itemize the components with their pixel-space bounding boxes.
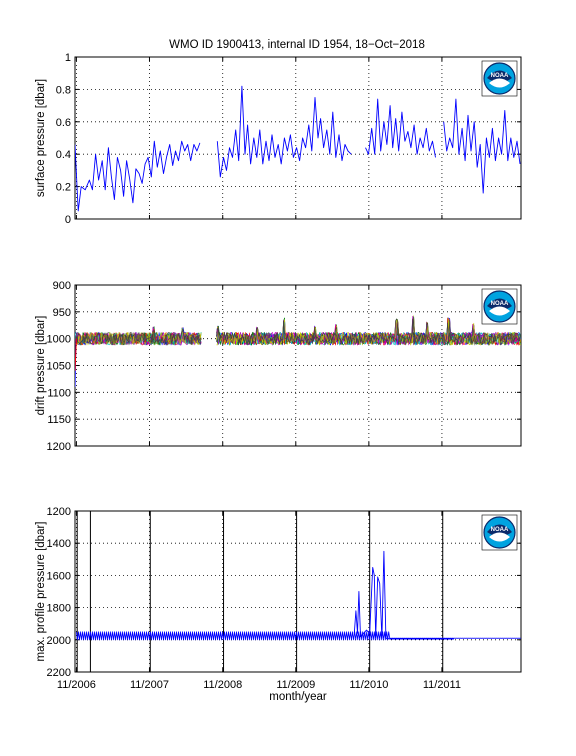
drift-series [75, 315, 521, 388]
y-tick-label: 1600 [47, 570, 71, 582]
drift-initial-spike [75, 338, 77, 371]
x-tick-label: 11/2011 [423, 679, 461, 691]
y-tick-label: 0 [65, 214, 71, 226]
x-axis-label: month/year [269, 691, 327, 703]
logo-wave [489, 78, 510, 88]
y-tick-label: 1150 [47, 414, 71, 426]
y-tick-label: 1800 [47, 603, 71, 615]
y-tick-label: 1050 [47, 361, 71, 373]
noaa-logo-icon: NOAA [481, 288, 518, 325]
y-tick-label: 0.4 [56, 149, 71, 161]
y-tick-label: 2200 [47, 667, 71, 679]
y-tick-label: 0.6 [56, 117, 71, 129]
noaa-logo-icon: NOAA [481, 60, 518, 97]
drift-trajectory [75, 328, 202, 346]
drift-pressure-panel: 900 950 1000 1050 1100 1150 1200 drift pressure… [35, 280, 522, 453]
y-tick-label: 1400 [47, 538, 71, 550]
y-axis-label: surface pressure [dbar] [35, 79, 47, 197]
axes-box [74, 284, 522, 447]
y-tick-label: 900 [53, 280, 71, 292]
logo-top [487, 298, 512, 311]
profile-excursion-line [353, 550, 454, 640]
surface-pressure-line [75, 140, 201, 212]
logo-top [487, 70, 512, 83]
axes-box [74, 56, 522, 220]
axes-box [74, 510, 522, 673]
y-axis-label: max. profile pressure [dbar] [35, 522, 47, 662]
x-tick-label: 11/2008 [203, 679, 242, 691]
y-tick-label: 0.2 [56, 182, 71, 194]
x-tick-label: 11/2007 [130, 679, 169, 691]
drift-trajectory [216, 315, 521, 346]
surface-pressure-line [365, 98, 436, 158]
logo-top [487, 524, 512, 537]
y-tick-label: 0.8 [56, 84, 71, 96]
logo-wave [489, 306, 510, 316]
surface-pressure-line [216, 85, 352, 178]
profile-series [76, 511, 521, 672]
surface-pressure-panel: 0 0.2 0.4 0.6 0.8 1 surface pressure [dbar] NOA… [35, 52, 522, 226]
logo-wave [489, 532, 510, 542]
x-tick-label: 11/2010 [349, 679, 388, 691]
drift-trajectory [216, 316, 521, 346]
y-tick-label: 950 [53, 307, 71, 319]
surface-series [75, 85, 521, 212]
drift-trajectory [75, 331, 202, 346]
x-tick-label: 11/2009 [276, 679, 315, 691]
y-tick-label: 1100 [47, 387, 71, 399]
figure-title: WMO ID 1900413, internal ID 1954, 18−Oct… [169, 39, 425, 51]
drift-trajectory [75, 328, 202, 346]
y-tick-label: 1000 [47, 334, 71, 346]
y-tick-label: 1200 [47, 506, 71, 518]
x-tick-label: 11/2006 [57, 679, 96, 691]
y-tick-label: 2000 [47, 635, 71, 647]
logo-text: NOAA [491, 301, 509, 307]
y-axis-label: drift pressure [dbar] [35, 316, 47, 416]
profile-baseline-line [76, 631, 521, 641]
logo-text: NOAA [491, 73, 509, 79]
noaa-logo-icon: NOAA [481, 514, 518, 551]
drift-trajectory [75, 329, 202, 346]
surface-pressure-line [443, 98, 521, 194]
y-tick-label: 1 [65, 52, 71, 64]
y-tick-label: 1200 [47, 441, 71, 453]
logo-text: NOAA [491, 527, 509, 533]
